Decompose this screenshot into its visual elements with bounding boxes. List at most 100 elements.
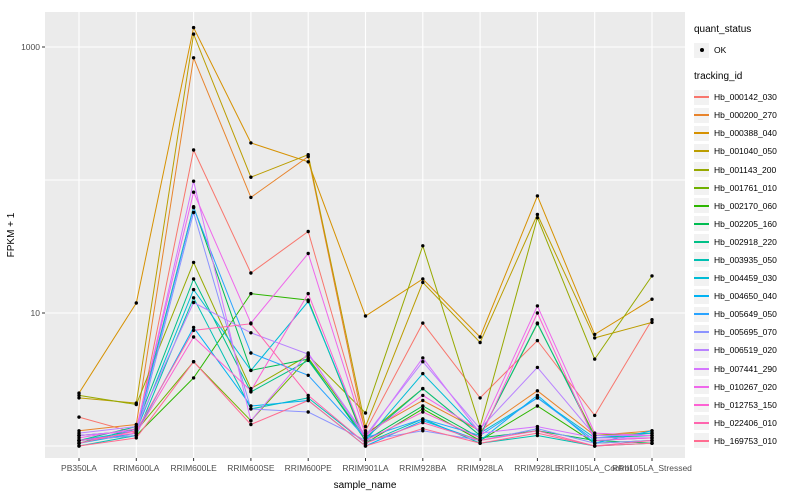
data-point xyxy=(191,179,196,183)
legend-item-label: Hb_004650_040 xyxy=(714,291,777,302)
data-point xyxy=(535,311,540,315)
x-tick-label: RRIM600LA xyxy=(113,463,160,473)
legend-key xyxy=(694,415,709,431)
legend-item: Hb_001761_010 xyxy=(694,179,798,197)
data-point xyxy=(77,444,81,448)
legend-key xyxy=(694,306,709,322)
x-tick-label: RRIM600SE xyxy=(227,463,275,473)
point-symbol-icon xyxy=(699,48,704,53)
data-point xyxy=(191,376,196,380)
legend-quant-status: quant_status OK xyxy=(694,24,798,59)
line-swatch-icon xyxy=(694,258,709,261)
data-point xyxy=(249,351,253,355)
legend-key xyxy=(694,433,709,449)
data-point xyxy=(191,210,196,215)
data-point xyxy=(249,419,253,423)
data-point xyxy=(535,393,540,398)
legend-item: Hb_004650_040 xyxy=(694,287,798,305)
data-point xyxy=(363,411,368,415)
legend-tracking-id-title: tracking_id xyxy=(694,71,743,83)
plot-generated: PB350LA RRIM600LA RRIM600LE RRIM600SE RRIM60… xyxy=(21,12,692,473)
legend-item: Hb_010267_020 xyxy=(694,378,798,396)
x-tick-label: RRIM600PE xyxy=(285,463,333,473)
data-point xyxy=(421,393,425,398)
legend-item-quant: OK xyxy=(694,41,798,59)
line-swatch-icon xyxy=(694,403,709,406)
data-point xyxy=(77,393,81,398)
data-point xyxy=(191,260,196,265)
legend-item-label: Hb_001040_050 xyxy=(714,146,777,157)
data-point xyxy=(134,433,138,438)
legend-item-label: Hb_001143_200 xyxy=(714,164,777,175)
legend-item-label: Hb_000142_030 xyxy=(714,92,777,103)
line-swatch-icon xyxy=(694,421,709,424)
legend-item-label: Hb_004459_030 xyxy=(714,273,777,284)
data-point xyxy=(535,396,540,400)
data-point xyxy=(650,297,654,301)
data-point xyxy=(306,410,310,414)
data-point xyxy=(363,438,368,443)
data-point xyxy=(249,141,253,145)
data-point xyxy=(421,417,425,421)
data-point xyxy=(478,433,482,438)
data-point xyxy=(191,335,196,339)
data-point xyxy=(77,436,81,440)
data-point xyxy=(77,415,81,419)
line-swatch-icon xyxy=(694,132,709,135)
data-point xyxy=(363,436,368,440)
data-point xyxy=(306,396,310,400)
legend: quant_status OK tracking_id Hb_000142_03… xyxy=(694,24,798,462)
data-point xyxy=(478,436,482,440)
data-point xyxy=(363,424,368,429)
data-point xyxy=(306,398,310,403)
data-point xyxy=(535,194,540,198)
line-swatch-icon xyxy=(694,367,709,370)
legend-item-label: Hb_007441_290 xyxy=(714,363,777,374)
line-swatch-icon xyxy=(694,150,709,153)
data-point xyxy=(421,360,425,364)
data-point xyxy=(535,431,540,435)
data-point xyxy=(535,216,540,220)
legend-item-label: Hb_169753_010 xyxy=(714,435,777,446)
legend-tracking-id: tracking_id Hb_000142_030 Hb_000200_270 Hb… xyxy=(694,71,798,450)
data-point xyxy=(191,296,196,300)
data-point xyxy=(421,371,425,376)
legend-item-label: Hb_001761_010 xyxy=(714,182,777,193)
data-point xyxy=(249,271,253,275)
plot-svg: PB350LA RRIM600LA RRIM600LE RRIM600SE RRIM60… xyxy=(6,12,692,491)
y-tick-label: 1000 xyxy=(21,42,40,52)
data-point xyxy=(77,396,81,400)
data-point xyxy=(363,314,368,318)
data-point xyxy=(363,441,368,445)
data-point xyxy=(650,433,654,438)
data-point xyxy=(593,336,597,340)
data-point xyxy=(650,438,654,443)
legend-key xyxy=(694,180,709,196)
legend-item: Hb_000142_030 xyxy=(694,88,798,106)
data-point xyxy=(535,338,540,343)
legend-key xyxy=(694,107,709,123)
data-point xyxy=(421,277,425,281)
legend-item: Hb_002918_220 xyxy=(694,233,798,251)
data-point xyxy=(421,420,425,425)
legend-item-label: Hb_002918_220 xyxy=(714,236,777,247)
data-point xyxy=(191,56,196,60)
legend-item: Hb_022406_010 xyxy=(694,414,798,432)
x-tick-label: RRIM928BA xyxy=(399,463,447,473)
x-axis-title: sample_name xyxy=(334,480,397,491)
legend-key xyxy=(694,270,709,286)
data-point xyxy=(306,299,310,304)
data-point xyxy=(77,433,81,438)
legend-item-label: Hb_022406_010 xyxy=(714,417,777,428)
data-point xyxy=(306,251,310,256)
data-point xyxy=(249,322,253,326)
legend-item: Hb_006519_020 xyxy=(694,341,798,359)
x-tick-label: RRIM600LE xyxy=(170,463,217,473)
data-point xyxy=(650,320,654,325)
legend-item: Hb_005649_050 xyxy=(694,305,798,323)
data-point xyxy=(593,441,597,445)
legend-key xyxy=(694,125,709,141)
data-point xyxy=(306,373,310,377)
line-swatch-icon xyxy=(694,222,709,225)
